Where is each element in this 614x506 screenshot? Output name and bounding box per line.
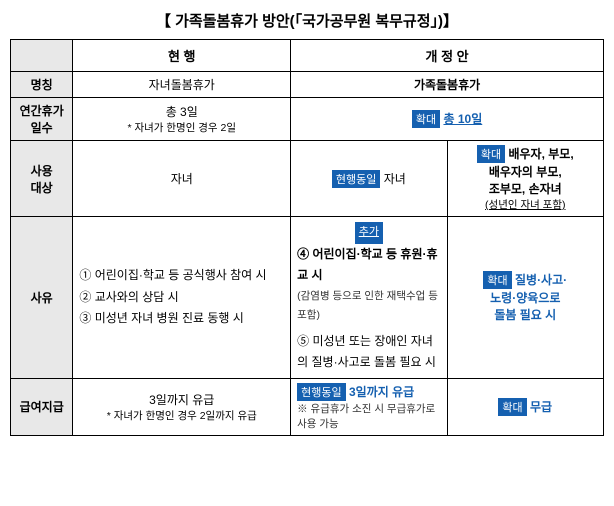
page-title: 【 가족돌봄휴가 방안(「국가공무원 복무규정」)】 — [10, 10, 604, 31]
rowlabel-reasons: 사유 — [11, 217, 73, 379]
rowlabel-target: 사용 대상 — [11, 141, 73, 217]
reasons-current: ① 어린이집·학교 등 공식행사 참여 시 ② 교사와의 상담 시 ③ 미성년 … — [73, 217, 291, 379]
annualdays-revised: 확대 총 10일 — [291, 98, 604, 141]
payment-revised-same: 현행동일 3일까지 유급 ※ 유급휴가 소진 시 무급휴가로 사용 가능 — [291, 378, 447, 435]
rowlabel-annualdays: 연간휴가 일수 — [11, 98, 73, 141]
rowlabel-payment: 급여지급 — [11, 378, 73, 435]
name-current: 자녀돌봄휴가 — [73, 72, 291, 98]
header-current: 현 행 — [73, 40, 291, 72]
reasons-revised-expand: 확대 질병·사고· 노령·양육으로 돌봄 필요 시 — [447, 217, 603, 379]
reasons-revised-add: 추가 ④ 어린이집·학교 등 휴원·휴교 시 (감염병 등으로 인한 재택수업 … — [291, 217, 447, 379]
target-current: 자녀 — [73, 141, 291, 217]
payment-revised-expand: 확대 무급 — [447, 378, 603, 435]
rowlabel-name: 명칭 — [11, 72, 73, 98]
payment-current: 3일까지 유급 * 자녀가 한명인 경우 2일까지 유급 — [73, 378, 291, 435]
name-revised: 가족돌봄휴가 — [291, 72, 604, 98]
target-revised-same: 현행동일 자녀 — [291, 141, 447, 217]
target-revised-expand: 확대 배우자, 부모, 배우자의 부모, 조부모, 손자녀 (성년인 자녀 포함… — [447, 141, 603, 217]
comparison-table: 현 행 개 정 안 명칭 자녀돌봄휴가 가족돌봄휴가 연간휴가 일수 총 3일 … — [10, 39, 604, 436]
annualdays-current: 총 3일 * 자녀가 한명인 경우 2일 — [73, 98, 291, 141]
header-revised: 개 정 안 — [291, 40, 604, 72]
